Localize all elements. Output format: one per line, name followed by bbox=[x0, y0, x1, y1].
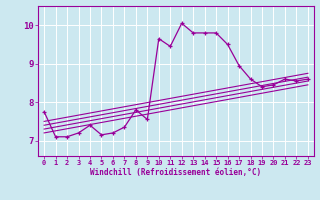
X-axis label: Windchill (Refroidissement éolien,°C): Windchill (Refroidissement éolien,°C) bbox=[91, 168, 261, 177]
